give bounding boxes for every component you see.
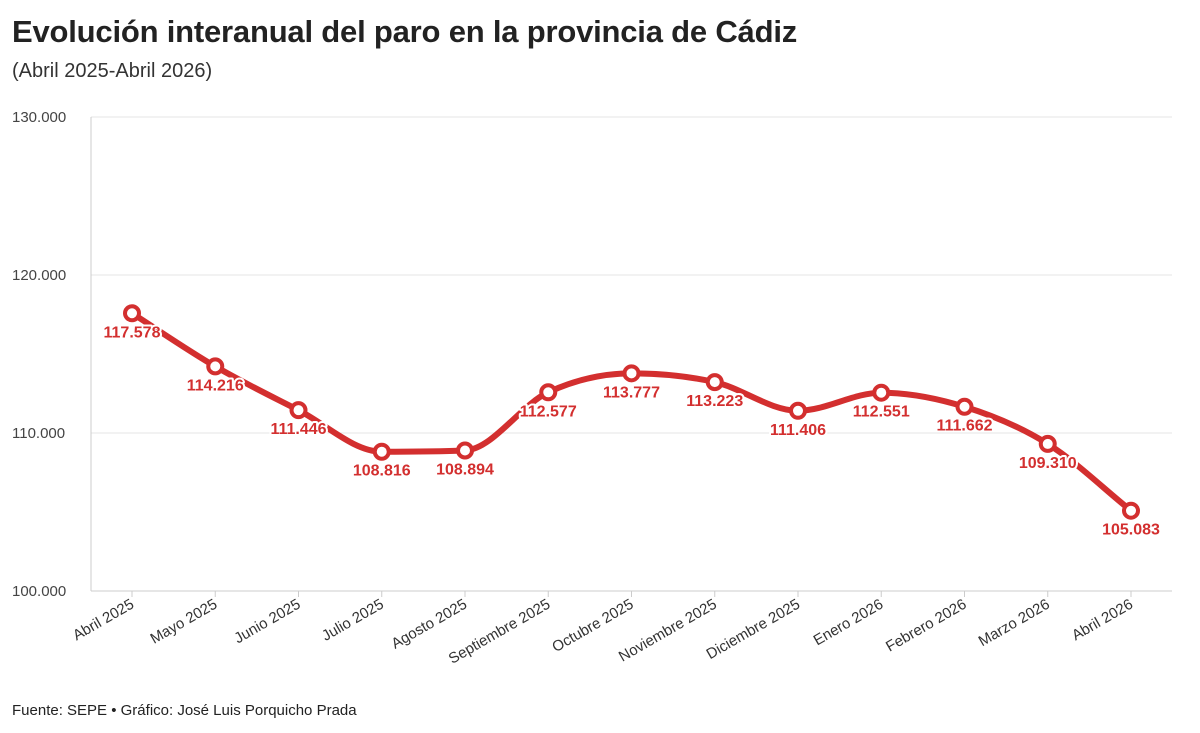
data-point (1122, 501, 1140, 520)
x-tick-label: Mayo 2025 (147, 596, 220, 648)
data-label: 111.662 (936, 418, 992, 435)
data-label: 109.310 (1019, 455, 1077, 472)
x-tick-label: Agosto 2025 (389, 596, 470, 653)
series-line (129, 310, 1134, 514)
data-label: 108.816 (353, 463, 411, 480)
data-point (372, 442, 391, 461)
data-label: 112.577 (520, 403, 577, 420)
data-point (872, 383, 891, 402)
x-tick-label: Febrero 2026 (883, 596, 969, 656)
data-point (123, 304, 141, 323)
x-tick-label: Marzo 2026 (976, 596, 1053, 650)
data-label: 111.446 (270, 421, 326, 438)
data-point (622, 364, 641, 383)
data-point (539, 383, 558, 402)
x-tick-label: Abril 2025 (70, 596, 137, 644)
data-label: 114.216 (187, 377, 244, 394)
y-tick-label: 110.000 (12, 425, 65, 442)
data-label: 111.406 (770, 422, 826, 439)
y-tick-label: 130.000 (12, 109, 66, 126)
chart-subtitle: (Abril 2025-Abril 2026) (12, 60, 213, 82)
data-label: 112.551 (853, 404, 910, 421)
data-label: 108.894 (436, 461, 494, 478)
data-point (789, 401, 807, 420)
x-tick-label: Diciembre 2025 (704, 596, 803, 663)
y-tick-label: 120.000 (12, 267, 66, 284)
data-label: 105.083 (1102, 522, 1160, 539)
data-label: 117.578 (104, 324, 161, 341)
x-tick-label: Abril 2026 (1069, 596, 1136, 644)
chart-title: Evolución interanual del paro en la prov… (12, 14, 798, 49)
x-tick-label: Junio 2025 (231, 596, 303, 647)
data-point (206, 357, 225, 376)
data-label: 113.223 (686, 393, 743, 410)
x-tick-label: Enero 2026 (811, 596, 887, 650)
x-tick-label: Julio 2025 (319, 596, 387, 645)
data-label: 113.777 (603, 384, 660, 401)
data-point (456, 441, 474, 460)
data-point (955, 397, 974, 416)
data-point (1038, 434, 1057, 453)
data-point (289, 401, 308, 420)
source-note: Fuente: SEPE • Gráfico: José Luis Porqui… (12, 702, 357, 719)
y-tick-label: 100.000 (12, 583, 66, 600)
data-point (705, 373, 724, 392)
